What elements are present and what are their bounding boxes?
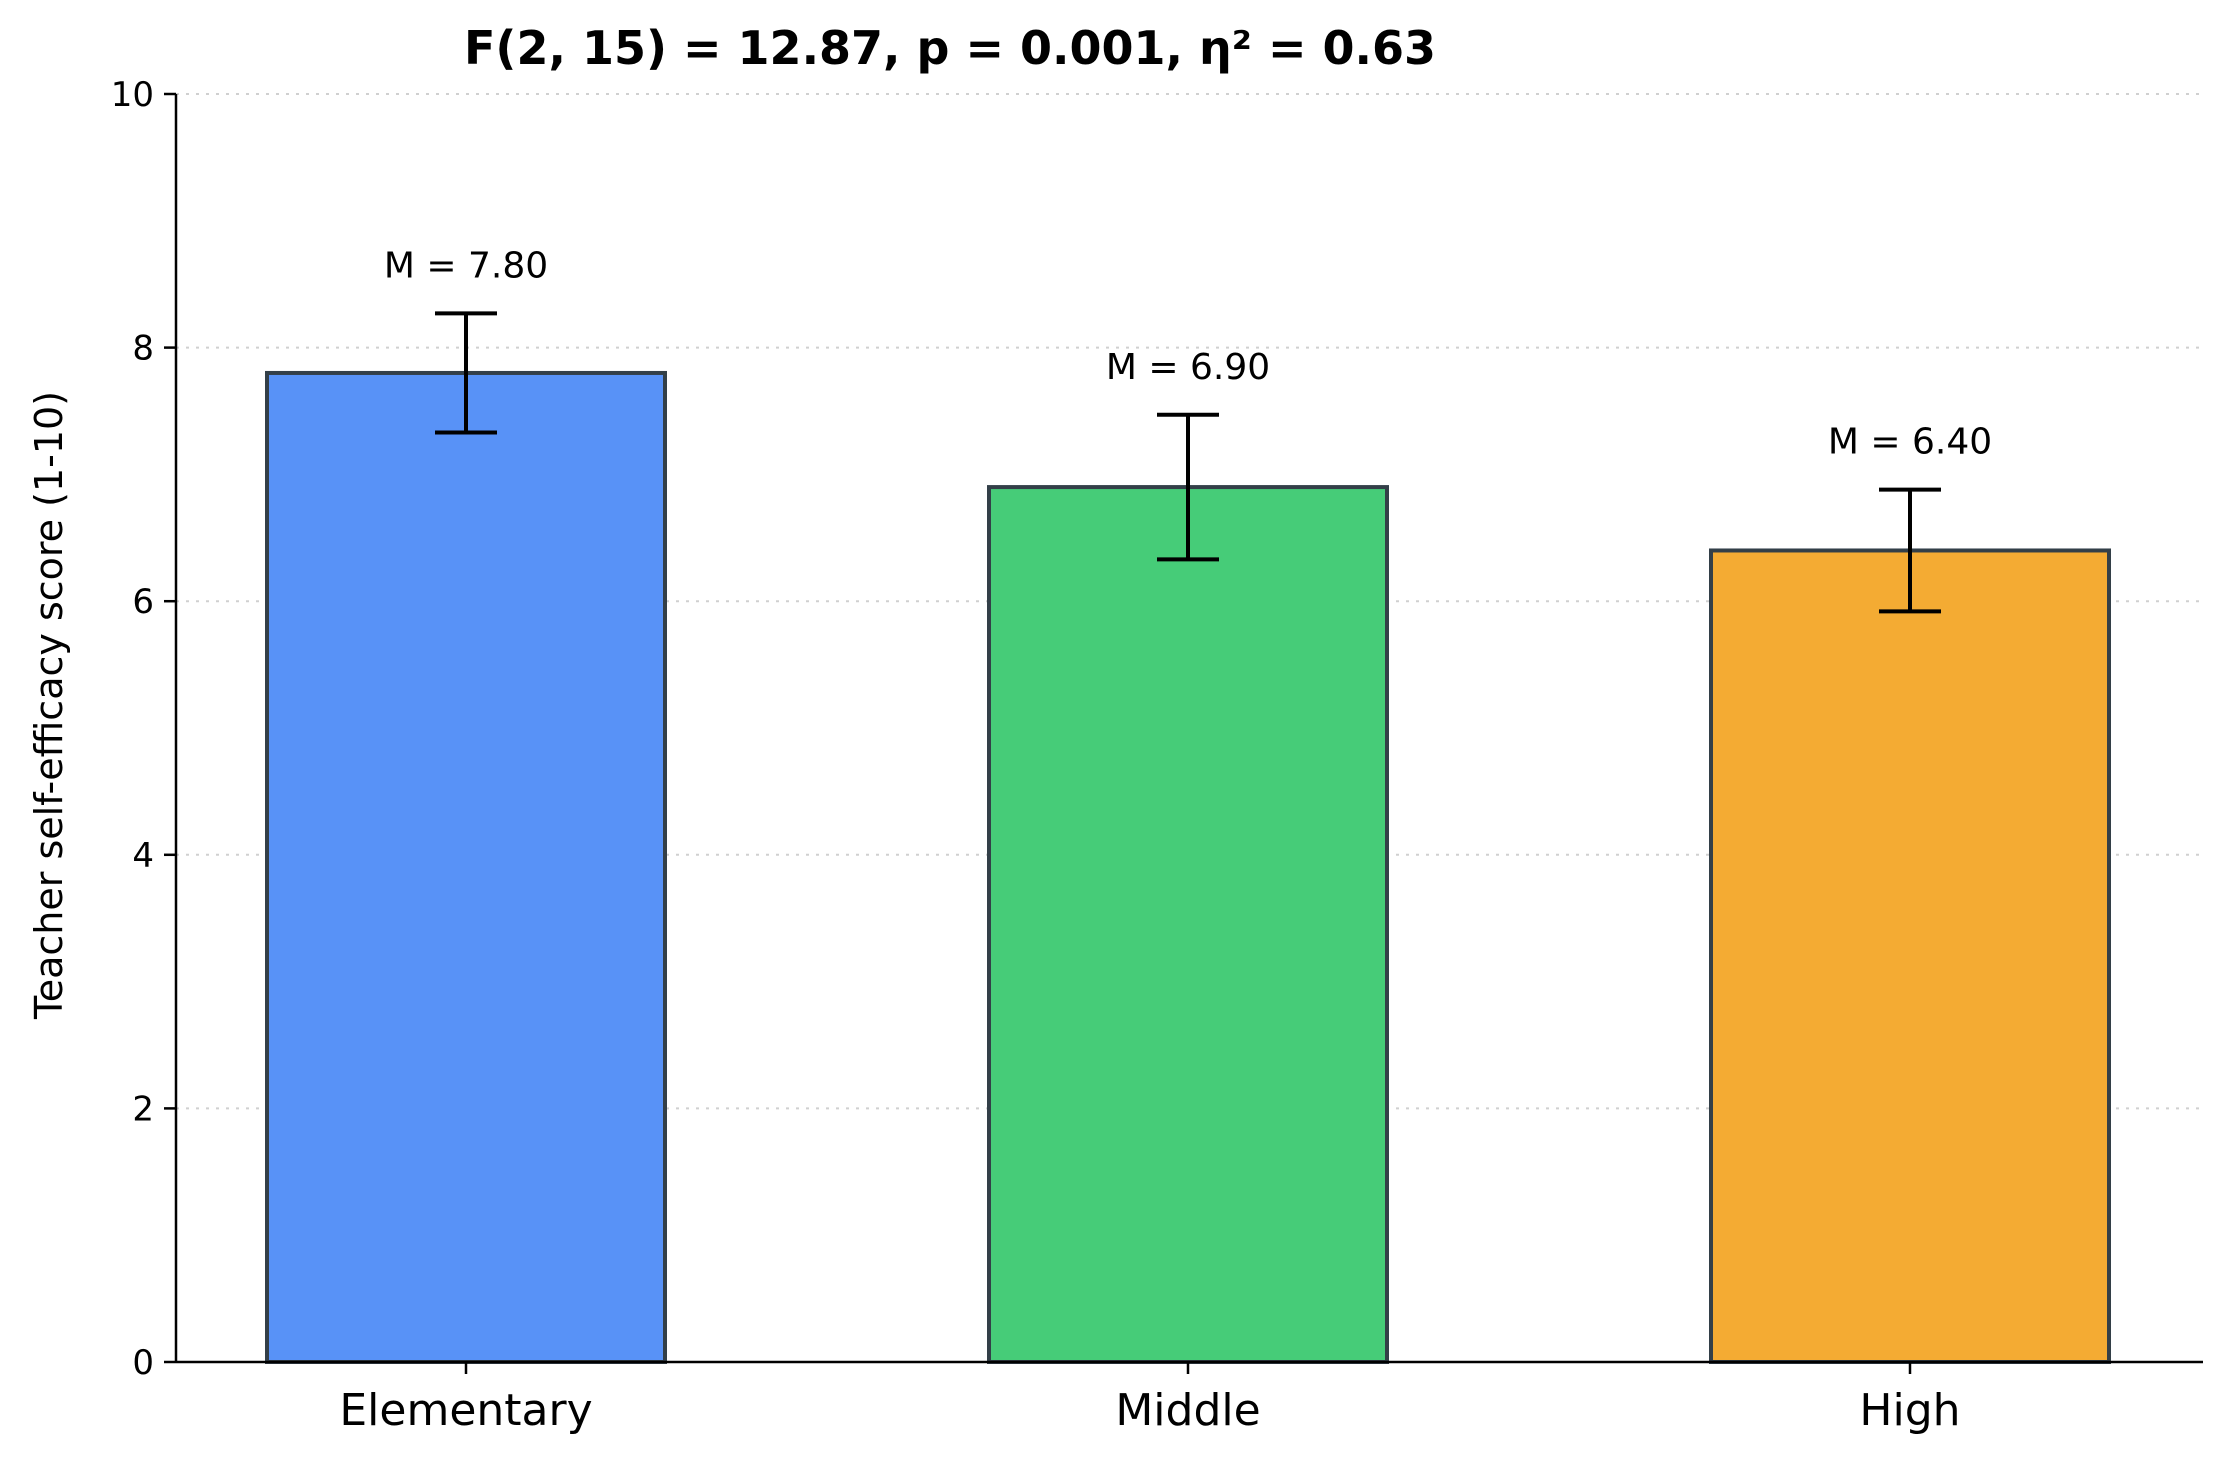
- bar-layer: M = 7.80 M = 6.90 M = 6.40: [265, 245, 2111, 1364]
- bar-elementary: [265, 370, 667, 1364]
- axis-layer: 0 2 4 6 8 10 Elementary Middle High: [111, 75, 2203, 1436]
- x-tick-label: Middle: [1115, 1385, 1260, 1436]
- y-tick-label: 0: [132, 1343, 154, 1383]
- y-tick-label: 10: [111, 75, 154, 115]
- y-tick-label: 2: [132, 1089, 154, 1129]
- bar-high: [1709, 548, 2111, 1364]
- y-tick-label: 4: [132, 836, 154, 876]
- data-label: M = 7.80: [384, 245, 548, 286]
- bar-middle: [987, 485, 1389, 1364]
- y-tick-label: 8: [132, 329, 154, 369]
- data-label: M = 6.40: [1828, 422, 1992, 463]
- y-axis-label: Teacher self-efficacy score (1-10): [27, 391, 71, 1020]
- data-label: M = 6.90: [1106, 347, 1270, 388]
- x-tick-label: Elementary: [339, 1385, 592, 1436]
- y-tick-label: 6: [132, 582, 154, 622]
- chart-title: F(2, 15) = 12.87, p = 0.001, η² = 0.63: [464, 21, 1436, 75]
- x-tick-label: High: [1859, 1385, 1960, 1436]
